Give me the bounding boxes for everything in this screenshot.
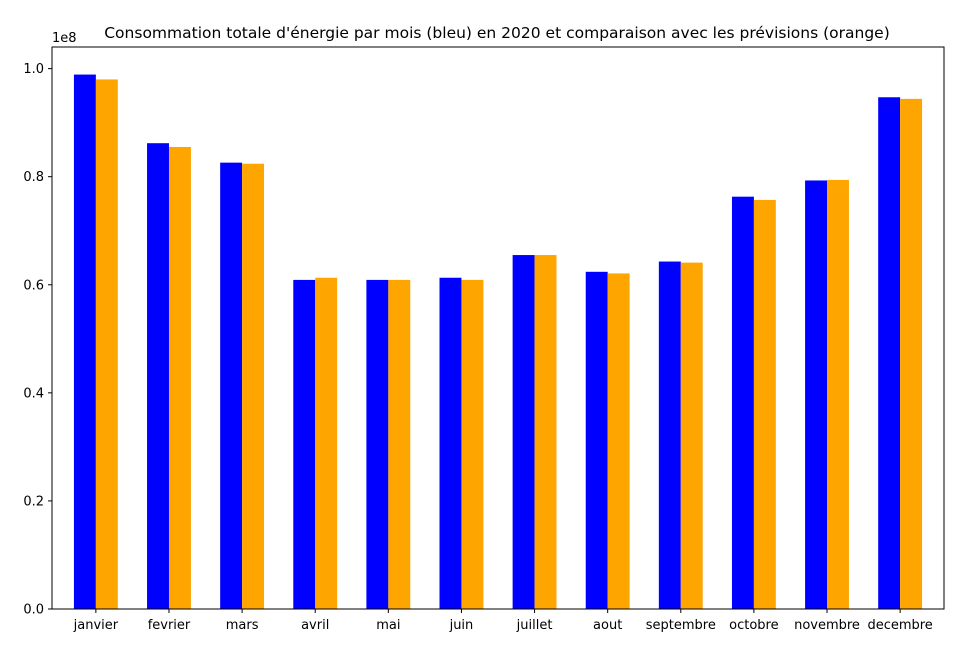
x-axis-ticks: janvier fevrier mars avril mai juin juillet aou… [73,609,933,633]
bar-series2-mars [242,163,265,609]
bar-series2-novembre [827,179,849,609]
bar-series2-avril [315,277,338,609]
bar-series1-juin [439,277,462,609]
bar-series2-septembre [680,262,703,609]
x-tick-label-mars: mars [226,618,259,633]
bar-series1-mars [220,162,243,609]
y-tick-label: 0.8 [23,170,44,185]
bar-series2-decembre [900,98,923,609]
x-tick-label-septembre: septembre [646,618,716,633]
y-tick-label: 1.0 [23,62,44,77]
y-axis-ticks: 0.0 0.2 0.4 0.6 0.8 1.0 [23,62,52,618]
x-tick-label-juillet: juillet [516,618,553,633]
x-tick-label-octobre: octobre [729,618,778,633]
y-axis-offset-label: 1e8 [52,31,77,46]
x-tick-label-avril: avril [301,618,329,633]
bar-series2-aout [607,273,630,609]
bar-series2-octobre [753,199,776,610]
x-tick-label-juin: juin [449,618,474,633]
x-tick-label-decembre: decembre [867,618,932,633]
plot-frame [51,46,945,610]
bar-series1-janvier [73,74,96,609]
bar-series1-mai [366,279,389,609]
bar-series2-juin [461,279,484,609]
bar-series2-juillet [534,255,557,609]
x-tick-label-aout: aout [593,618,622,633]
y-tick-label: 0.4 [23,386,44,401]
y-tick-label: 0.0 [23,603,44,618]
x-tick-label-novembre: novembre [794,618,860,633]
y-tick-label: 0.2 [23,494,44,509]
x-tick-label-fevrier: fevrier [148,618,191,633]
x-tick-label-mai: mai [376,618,400,633]
bar-series1-octobre [731,196,754,610]
bar-series2-janvier [95,79,118,609]
bar-series1-fevrier [147,143,169,609]
bar-series2-fevrier [168,146,191,609]
bar-series1-novembre [805,180,828,609]
x-tick-label-janvier: janvier [73,618,119,633]
bar-series1-avril [293,279,316,609]
bar-series1-decembre [878,97,901,609]
bar-series1-septembre [658,261,681,609]
bar-series1-aout [585,271,608,609]
bars-group [73,74,923,610]
bar-series1-juillet [512,255,535,609]
chart-title: Consommation totale d'énergie par mois (… [104,24,890,42]
y-tick-label: 0.6 [23,278,44,293]
bar-series2-mai [388,279,411,609]
